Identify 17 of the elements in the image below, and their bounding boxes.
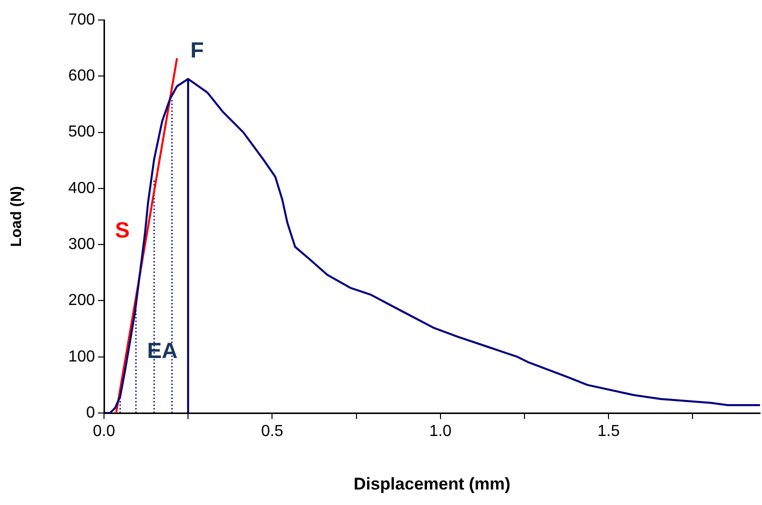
x-tick-label: 0.5 bbox=[261, 423, 284, 440]
y-tick-label: 500 bbox=[68, 124, 96, 141]
y-tick-label: 600 bbox=[68, 68, 96, 85]
annotation: S bbox=[115, 217, 130, 242]
y-tick-label: 400 bbox=[68, 180, 96, 197]
x-tick-label: 0.0 bbox=[92, 423, 116, 440]
y-tick-label: 700 bbox=[68, 11, 96, 28]
annotation: F bbox=[190, 38, 204, 62]
y-tick-label: 100 bbox=[68, 348, 96, 366]
y-tick-label: 200 bbox=[68, 292, 96, 310]
y-axis-title: Load (N) bbox=[8, 186, 26, 247]
x-tick-label: 1.5 bbox=[597, 423, 620, 440]
y-tick-label: 300 bbox=[68, 236, 96, 253]
x-axis-title: Displacement (mm) bbox=[354, 474, 510, 494]
y-tick-label: 0 bbox=[86, 404, 96, 422]
x-tick-label: 1.0 bbox=[429, 423, 452, 440]
annotation: EA bbox=[147, 338, 178, 364]
